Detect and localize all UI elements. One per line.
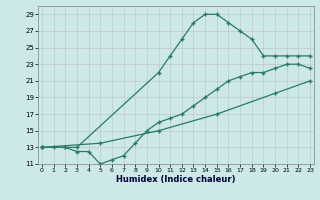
X-axis label: Humidex (Indice chaleur): Humidex (Indice chaleur) — [116, 175, 236, 184]
